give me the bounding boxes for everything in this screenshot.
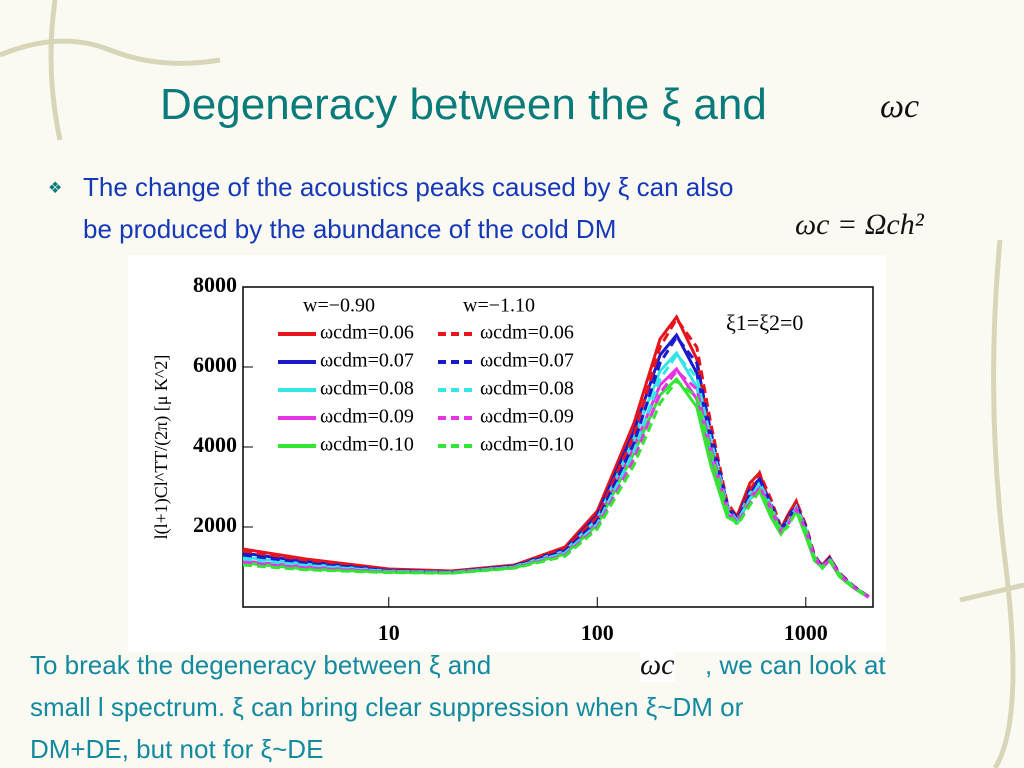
y-tick-label: 6000 — [193, 352, 237, 377]
footer-text: small l spectrum. ξ can bring clear supp… — [30, 692, 744, 722]
legend-label: ωcdm=0.06 — [480, 322, 574, 344]
footer-text: , we can look at — [705, 650, 886, 680]
legend-label: ωcdm=0.10 — [320, 434, 414, 456]
bullet-line: be produced by the abundance of the cold… — [83, 214, 617, 244]
title: Degeneracy between the ξ and — [160, 80, 767, 129]
x-tick-label: 1000 — [784, 620, 828, 645]
legend-header: w=−0.90 — [303, 295, 375, 317]
annotation: ξ1=ξ2=0 — [726, 310, 803, 335]
legend-label: ωcdm=0.08 — [480, 378, 574, 400]
legend-label: ωcdm=0.07 — [320, 350, 414, 372]
legend-label: ωcdm=0.06 — [320, 322, 414, 344]
bullet-line: The change of the acoustics peaks caused… — [83, 172, 734, 202]
legend-label: ωcdm=0.07 — [480, 350, 574, 372]
bullet-icon: ❖ — [48, 180, 63, 197]
y-axis-label: l(l+1)Cl^TT/(2π) [μ K^2] — [151, 355, 172, 540]
title-math: ωc — [880, 88, 920, 125]
legend-header: w=−1.10 — [463, 295, 535, 317]
y-tick-label: 2000 — [193, 512, 237, 537]
x-tick-label: 100 — [581, 620, 614, 645]
chart: 2000 4000 6000 8000 10 100 1000 l(l+1)Cl^TT/(2π… — [128, 255, 886, 652]
y-tick-label: 4000 — [193, 432, 237, 457]
legend-label: ωcdm=0.08 — [320, 378, 414, 400]
legend-label: ωcdm=0.09 — [480, 406, 574, 428]
series-line — [242, 352, 870, 599]
x-tick-label: 10 — [378, 620, 400, 645]
footer-text: DM+DE, but not for ξ~DE — [30, 734, 324, 764]
bullet-math: ωc = Ωch² — [795, 208, 924, 241]
legend-label: ωcdm=0.09 — [320, 406, 414, 428]
footer-text: To break the degeneracy between ξ and — [30, 650, 492, 680]
legend-label: ωcdm=0.10 — [480, 434, 574, 456]
series-line — [242, 378, 870, 599]
footer-math: ωc — [640, 648, 675, 682]
y-tick-label: 8000 — [193, 272, 237, 297]
